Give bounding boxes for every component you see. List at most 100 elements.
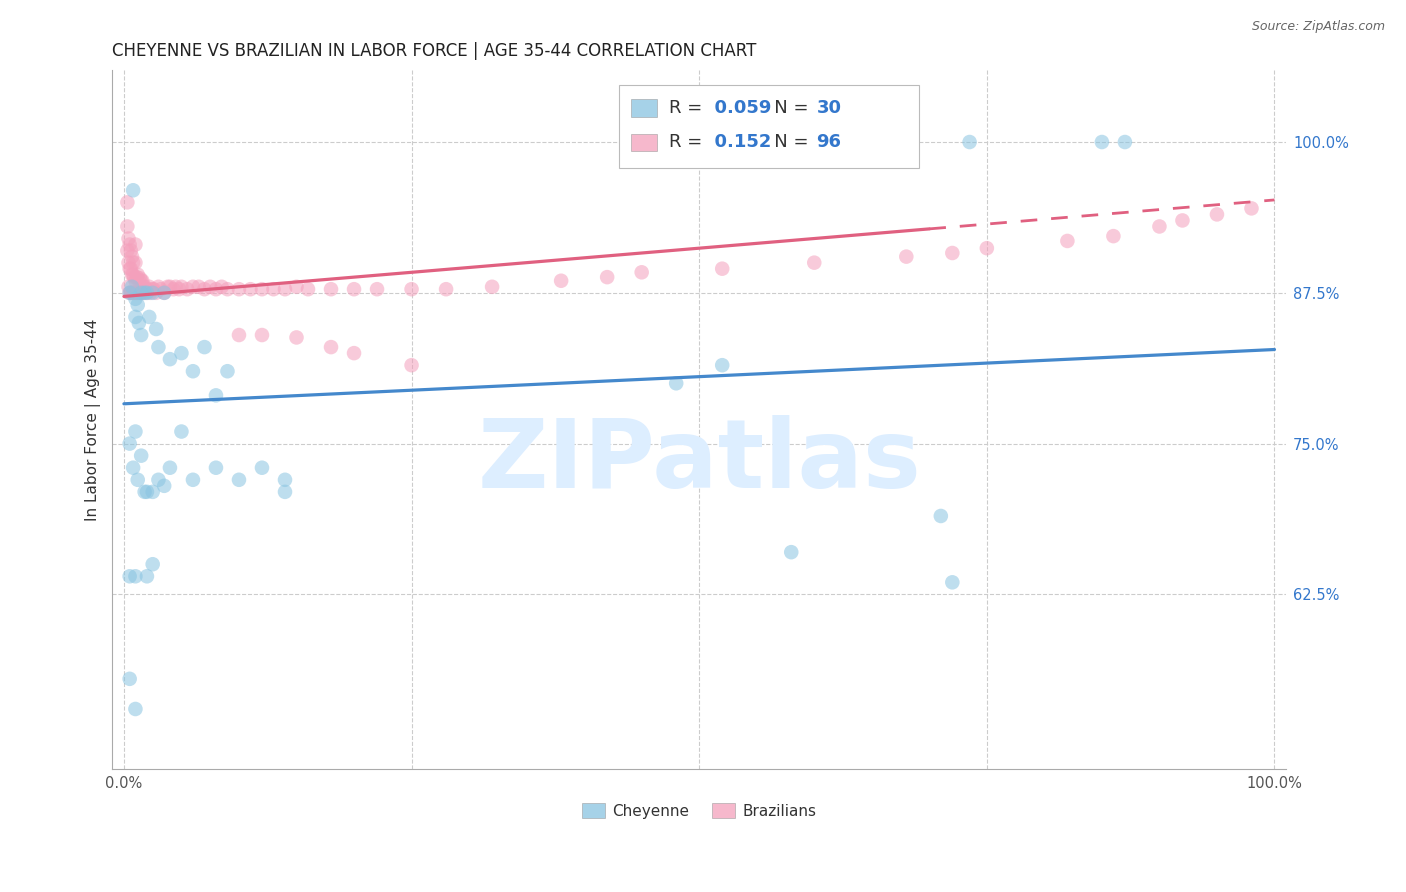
Point bbox=[217, 282, 239, 296]
Point bbox=[193, 340, 215, 354]
Point bbox=[159, 352, 181, 367]
Point bbox=[780, 545, 803, 559]
Point bbox=[129, 328, 152, 343]
Point bbox=[121, 280, 143, 294]
Point bbox=[128, 316, 150, 330]
Point bbox=[274, 282, 297, 296]
Y-axis label: In Labor Force | Age 35-44: In Labor Force | Age 35-44 bbox=[86, 318, 101, 521]
Point bbox=[118, 285, 141, 300]
Text: R =: R = bbox=[669, 99, 707, 117]
Point bbox=[149, 282, 172, 296]
Point bbox=[118, 237, 141, 252]
Point bbox=[124, 569, 146, 583]
Text: ZIPatlas: ZIPatlas bbox=[477, 415, 921, 508]
Point bbox=[124, 310, 146, 324]
Point bbox=[176, 282, 198, 296]
Point bbox=[148, 280, 170, 294]
Point bbox=[134, 285, 156, 300]
Point bbox=[118, 285, 141, 300]
Point bbox=[138, 310, 160, 324]
Point bbox=[135, 282, 157, 296]
Point bbox=[205, 388, 228, 402]
Point bbox=[129, 285, 152, 300]
Point bbox=[159, 460, 181, 475]
Point bbox=[285, 280, 308, 294]
Point bbox=[118, 569, 141, 583]
Point bbox=[120, 244, 142, 258]
Point bbox=[153, 479, 176, 493]
Point bbox=[145, 322, 167, 336]
Point bbox=[122, 270, 145, 285]
Point bbox=[165, 280, 187, 294]
Point bbox=[1171, 213, 1194, 227]
Point bbox=[122, 285, 145, 300]
Point bbox=[128, 274, 150, 288]
Point bbox=[401, 358, 423, 372]
Point bbox=[127, 285, 149, 300]
Point bbox=[181, 364, 204, 378]
Point bbox=[941, 246, 963, 260]
Text: 0.152: 0.152 bbox=[702, 134, 770, 152]
Point bbox=[401, 282, 423, 296]
Bar bbox=[631, 134, 657, 151]
Point bbox=[117, 280, 139, 294]
Text: CHEYENNE VS BRAZILIAN IN LABOR FORCE | AGE 35-44 CORRELATION CHART: CHEYENNE VS BRAZILIAN IN LABOR FORCE | A… bbox=[112, 42, 756, 60]
Point bbox=[250, 328, 273, 343]
Point bbox=[285, 330, 308, 344]
Point bbox=[170, 425, 193, 439]
Point bbox=[1240, 202, 1263, 216]
Point bbox=[205, 460, 228, 475]
Point bbox=[125, 270, 148, 285]
Point bbox=[121, 250, 143, 264]
Point bbox=[153, 285, 176, 300]
Point bbox=[976, 241, 998, 255]
Point bbox=[124, 425, 146, 439]
Point bbox=[129, 285, 152, 300]
Point bbox=[138, 280, 160, 294]
Point bbox=[274, 484, 297, 499]
Point bbox=[274, 473, 297, 487]
Point bbox=[122, 285, 145, 300]
Point bbox=[136, 285, 159, 300]
Point bbox=[239, 282, 262, 296]
Point bbox=[153, 285, 176, 300]
Point bbox=[129, 449, 152, 463]
Point bbox=[228, 282, 250, 296]
Point bbox=[1102, 229, 1125, 244]
Point bbox=[148, 340, 170, 354]
Point bbox=[929, 508, 952, 523]
Point bbox=[1056, 234, 1078, 248]
Point bbox=[120, 285, 142, 300]
Point bbox=[205, 282, 228, 296]
Text: Source: ZipAtlas.com: Source: ZipAtlas.com bbox=[1251, 20, 1385, 33]
Point bbox=[630, 265, 652, 279]
Point bbox=[959, 135, 981, 149]
Point bbox=[127, 268, 149, 282]
Point bbox=[343, 346, 366, 360]
Point bbox=[117, 219, 139, 234]
Point bbox=[142, 282, 165, 296]
Text: N =: N = bbox=[756, 134, 814, 152]
Point bbox=[124, 274, 146, 288]
Point bbox=[162, 282, 184, 296]
Point bbox=[136, 285, 159, 300]
Point bbox=[122, 460, 145, 475]
Point bbox=[117, 244, 139, 258]
Point bbox=[117, 195, 139, 210]
Point bbox=[211, 280, 233, 294]
Point bbox=[118, 672, 141, 686]
Point bbox=[124, 255, 146, 269]
Point bbox=[250, 460, 273, 475]
Point bbox=[131, 285, 153, 300]
FancyBboxPatch shape bbox=[620, 85, 918, 168]
Point bbox=[193, 282, 215, 296]
Point bbox=[129, 274, 152, 288]
Point bbox=[170, 346, 193, 360]
Point bbox=[711, 358, 734, 372]
Point bbox=[187, 280, 209, 294]
Point bbox=[200, 280, 222, 294]
Point bbox=[263, 282, 285, 296]
Point bbox=[711, 261, 734, 276]
Point bbox=[228, 473, 250, 487]
Point bbox=[217, 364, 239, 378]
